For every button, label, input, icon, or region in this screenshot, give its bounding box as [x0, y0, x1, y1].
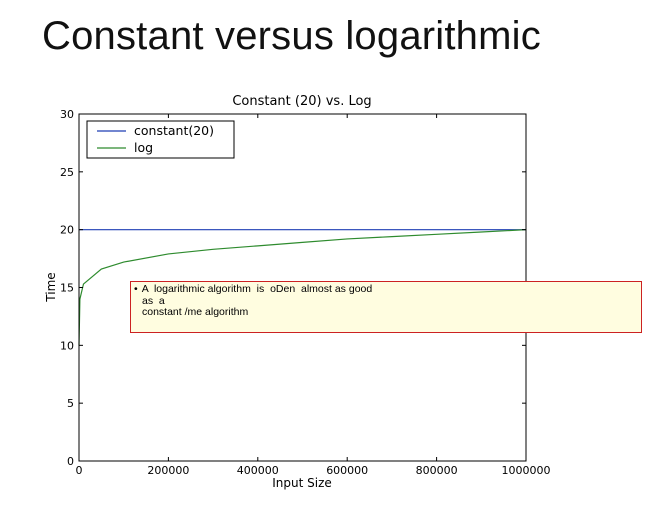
- x-tick-label: 200000: [147, 464, 189, 477]
- callout-box: • A logarithmic algorithm is oDen almost …: [130, 281, 642, 333]
- y-axis-label: Time: [44, 272, 58, 302]
- y-tick-label: 0: [67, 455, 74, 468]
- y-tick-label: 20: [60, 224, 74, 237]
- slide-title: Constant versus logarithmic: [42, 14, 541, 58]
- x-tick-label: 1000000: [502, 464, 551, 477]
- plot-area: [78, 229, 527, 346]
- x-tick-label: 600000: [326, 464, 368, 477]
- x-tick-label: 400000: [237, 464, 279, 477]
- x-tick-label: 800000: [416, 464, 458, 477]
- legend: constant(20) log: [86, 120, 235, 159]
- y-tick-label: 25: [60, 166, 74, 179]
- legend-label-constant: constant(20): [134, 123, 214, 138]
- chart-title: Constant (20) vs. Log: [232, 94, 371, 109]
- legend-label-log: log: [134, 140, 153, 155]
- axis-ticks: 0 200000 400000 600000 800000 1000000 0 5 10 15 20…: [60, 108, 551, 477]
- y-tick-label: 5: [67, 397, 74, 410]
- callout-line-3: constant /me algorithm: [142, 306, 249, 318]
- legend-box: [86, 120, 235, 159]
- x-tick-label: 0: [76, 464, 83, 477]
- callout-bullet: •: [134, 283, 138, 295]
- series-line-log: [78, 229, 527, 346]
- y-tick-label: 30: [60, 108, 74, 121]
- x-axis-label: Input Size: [272, 476, 332, 490]
- y-tick-label: 15: [60, 282, 74, 295]
- callout-line-1: A logarithmic algorithm is oDen almost a…: [141, 283, 373, 295]
- y-tick-label: 10: [60, 339, 74, 352]
- callout-line-2: as a: [142, 294, 165, 307]
